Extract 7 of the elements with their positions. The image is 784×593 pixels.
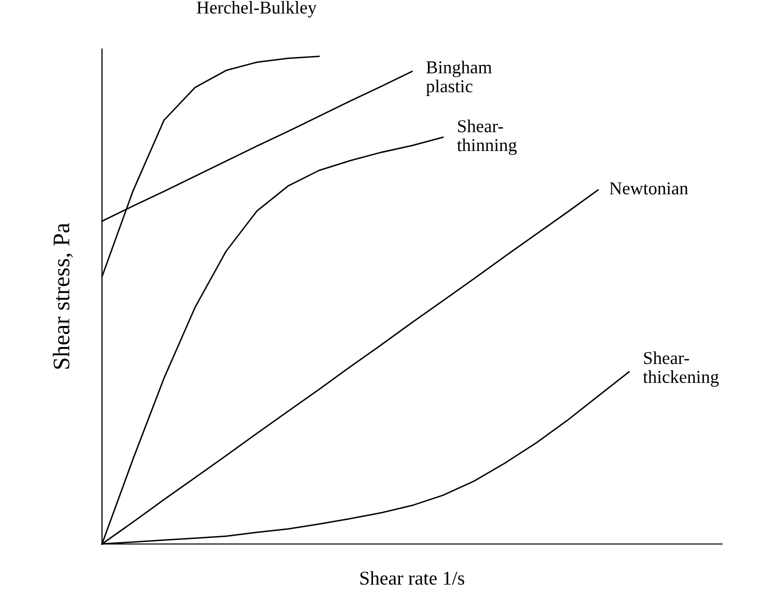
series-label: Newtonian <box>610 182 688 194</box>
y-axis-title: Shear stress, Pa <box>52 223 73 369</box>
x-axis-title: Shear rate 1/s <box>360 571 464 585</box>
series-label: Shear- thinning <box>457 120 517 155</box>
series-label: Bingham plastic <box>426 60 492 96</box>
series-label: Shear- thickening <box>643 351 719 387</box>
text: Herchel-Bulkley <box>196 1 317 18</box>
